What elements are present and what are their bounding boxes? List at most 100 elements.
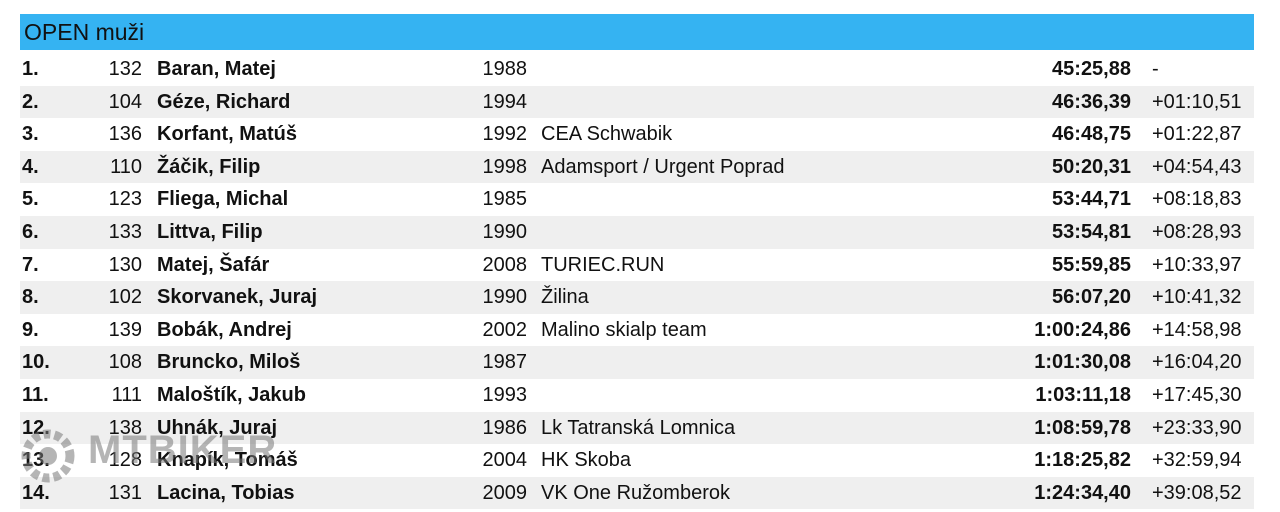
club: Žilina [541,286,589,309]
diff: +08:28,93 [1152,221,1242,243]
result-row: 8. 102 Skorvanek, Juraj 1990 Žilina 56:07,20 +… [20,281,1254,314]
year: 1990 [482,286,528,309]
year: 2004 [482,449,528,472]
diff: +32:59,94 [1152,449,1242,472]
bib: 138 [108,416,142,439]
club: Lk Tatranská Lomnica [541,416,736,439]
result-row: 5. 123 Fliega, Michal 1985 53:44,71 +08:18,83 [20,183,1254,216]
bib: 110 [110,155,142,178]
name: Bobák, Andrej [157,318,292,341]
watermark: MTBIKER [18,428,278,483]
bib: 139 [108,318,142,341]
result-row: 7. 130 Matej, Šafár 2008 TURIEC.RUN 55:59,85 +… [20,249,1254,282]
time: 1:03:11,18 [1035,384,1131,406]
rank: 4. [22,155,39,178]
time: 1:00:24,86 [1034,318,1131,341]
year: 1985 [482,188,528,211]
rank: 8. [22,286,39,309]
time: 50:20,31 [1052,155,1131,178]
time: 46:48,75 [1052,123,1131,146]
rank: 11. [22,384,49,406]
time: 1:18:25,82 [1034,449,1131,472]
watermark-logo [21,429,75,483]
club: HK Skoba [541,449,632,472]
club: Adamsport / Urgent Poprad [541,155,785,178]
result-row: 4. 110 Žáčik, Filip 1998 Adamsport / Urgent … [20,150,1254,184]
club: VK One Ružomberok [541,481,730,504]
bib: 136 [108,123,142,146]
time: 45:25,88 [1052,58,1131,80]
diff: +16:04,20 [1152,351,1242,374]
club: Malino skialp team [541,318,707,341]
rank: 2. [22,90,39,113]
name: Maloštík, Jakub [157,384,306,406]
club: CEA Schwabik [541,123,673,146]
name: Skorvanek, Juraj [157,286,318,309]
time: 56:07,20 [1052,286,1131,309]
name: Matej, Šafár [157,253,270,276]
rank: 6. [22,221,39,243]
name: Knapík, Tomáš [157,449,298,472]
result-row: 14. 131 Lacina, Tobias 2009 VK One Ružombero… [20,476,1254,510]
result-row: 2. 104 Géze, Richard 1994 46:36,39 +01:10,51 [20,85,1254,119]
time: 55:59,85 [1052,253,1131,276]
diff: +10:33,97 [1152,253,1242,276]
name: Géze, Richard [157,90,291,113]
name: Korfant, Matúš [157,123,297,146]
year: 1993 [482,384,528,406]
watermark-text: MTBIKER [88,428,278,472]
rank: 14. [22,481,50,504]
bib: 104 [108,90,142,113]
club: TURIEC.RUN [541,253,665,276]
header-bar: OPEN muži [20,14,1254,50]
bib: 132 [108,58,142,80]
time: 53:54,81 [1052,221,1131,243]
time: 46:36,39 [1052,90,1131,113]
name: Baran, Matej [157,58,276,80]
name: Uhnák, Juraj [157,416,278,439]
rank: 3. [22,123,39,146]
result-row: 9. 139 Bobák, Andrej 2002 Malino skialp team… [20,314,1254,347]
diff: +23:33,90 [1152,416,1242,439]
year: 2008 [482,253,528,276]
bib: 108 [108,351,142,374]
result-row: 3. 136 Korfant, Matúš 1992 CEA Schwabik 46:48… [20,118,1254,151]
diff: +08:18,83 [1152,188,1242,211]
result-row: 12. 138 Uhnák, Juraj 1986 Lk Tatranská Lomni… [20,411,1254,445]
bib: 131 [108,481,142,504]
result-row: 1. 132 Baran, Matej 1988 45:25,88- [20,53,1254,86]
rank: 10. [22,351,50,374]
year: 1998 [482,155,528,178]
diff: +10:41,32 [1152,286,1242,309]
year: 1990 [482,221,528,243]
name: Žáčik, Filip [157,155,261,178]
rank: 9. [22,318,39,341]
rank: 5. [22,188,39,211]
time: 1:01:30,08 [1034,351,1131,374]
year: 2009 [482,481,528,504]
rank: 7. [22,253,39,276]
rank: 1. [22,58,39,80]
year: 1987 [482,351,528,374]
year: 1986 [482,416,528,439]
rank: 12. [22,416,50,439]
name: Littva, Filip [157,221,263,243]
year: 1988 [482,58,528,80]
bib: 102 [108,286,142,309]
result-row: 11. 111 Maloštík, Jakub 1993 1:03:11,18 +17:4… [20,379,1254,412]
diff: +01:22,87 [1152,123,1242,146]
diff: +01:10,51 [1152,90,1242,113]
result-row: 6. 133 Littva, Filip 1990 53:54,81 +08:28,93 [20,216,1254,249]
bib: 133 [108,221,142,243]
name: Lacina, Tobias [157,481,295,504]
time: 1:08:59,78 [1034,416,1131,439]
header-title: OPEN muži [24,19,145,45]
diff: +17:45,30 [1152,384,1242,406]
name: Fliega, Michal [157,188,289,211]
name: Bruncko, Miloš [157,351,301,374]
year: 1994 [482,90,528,113]
bib: 111 [111,384,142,406]
bib: 130 [108,253,142,276]
bib: 123 [108,188,142,211]
